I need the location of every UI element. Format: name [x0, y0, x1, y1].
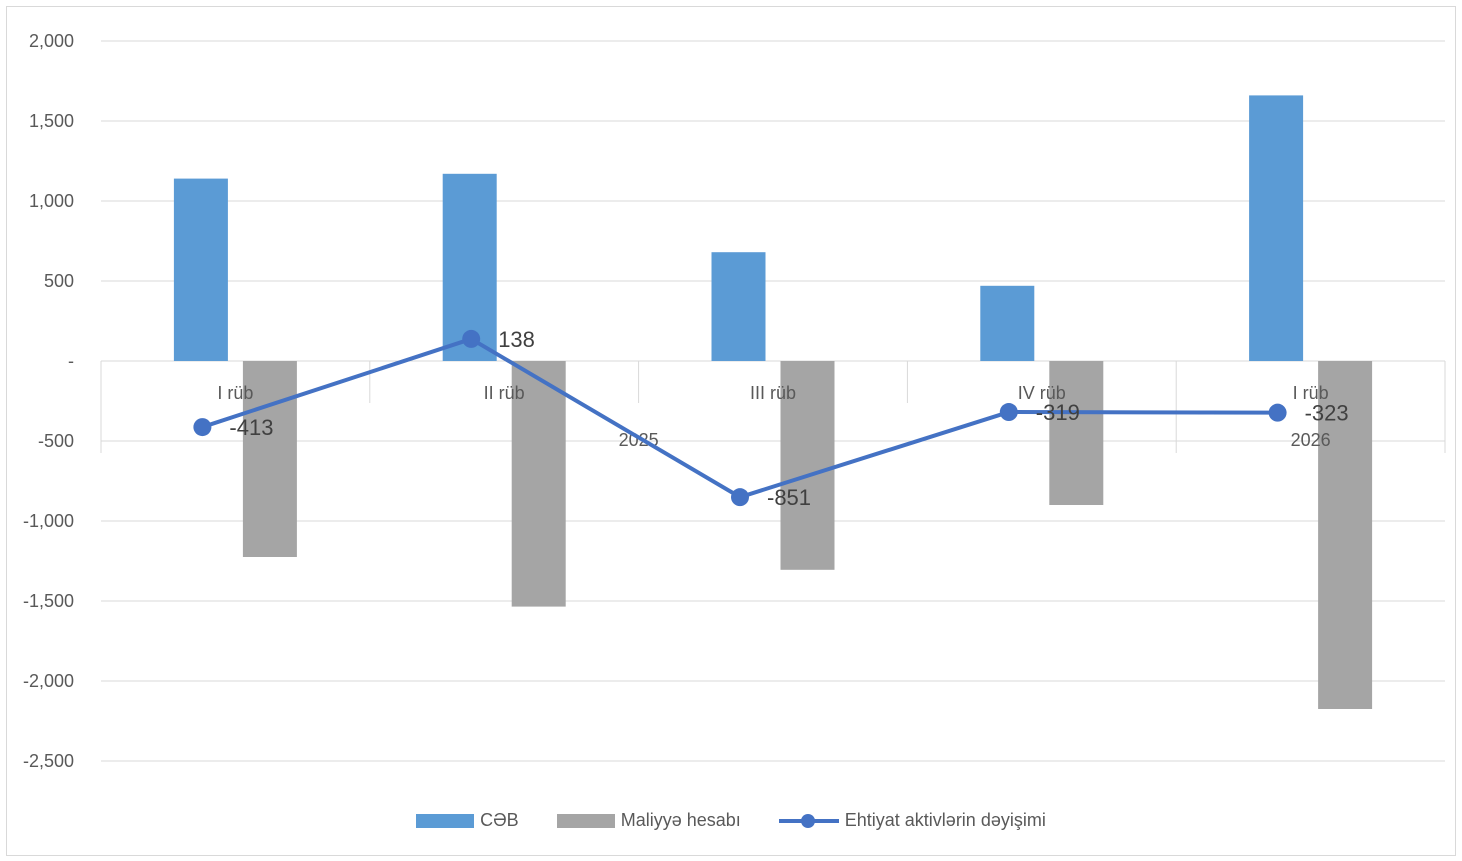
- bar-ceb: [711, 252, 766, 361]
- y-tick-label: -500: [38, 431, 74, 451]
- point-ehtiyat: [193, 418, 212, 437]
- y-tick-label: -: [68, 351, 74, 371]
- x-tick-label: I rüb: [217, 383, 253, 403]
- legend-swatch-ehtiyat: [778, 813, 839, 828]
- point-ehtiyat: [1268, 403, 1287, 422]
- bar-maliyye-hesabi: [1318, 361, 1373, 709]
- y-tick-label: -2,500: [23, 751, 74, 771]
- legend-label-maliyye-hesabi: Maliyyə hesabı: [620, 810, 741, 830]
- y-tick-label: -2,000: [23, 671, 74, 691]
- x-group-label: 2026: [1291, 430, 1331, 450]
- x-tick-label: I rüb: [1293, 383, 1329, 403]
- data-label-ehtiyat: -323: [1305, 401, 1349, 426]
- bar-ceb: [1249, 95, 1304, 362]
- point-ehtiyat: [731, 488, 749, 507]
- y-tick-label: 500: [44, 271, 74, 291]
- point-ehtiyat: [462, 329, 481, 348]
- data-label-ehtiyat: 138: [498, 327, 535, 352]
- x-tick-label: IV rüb: [1018, 383, 1066, 403]
- data-label-ehtiyat: -319: [1036, 400, 1080, 425]
- legend: CƏB Maliyyə hesabı Ehtiyat aktivlərin də…: [0, 810, 1462, 831]
- bar-maliyye-hesabi: [780, 361, 835, 570]
- bar-ceb: [980, 285, 1035, 361]
- data-label-ehtiyat: -851: [767, 485, 811, 510]
- bar-maliyye-hesabi: [511, 361, 566, 607]
- line-ehtiyat: [201, 336, 1278, 500]
- legend-swatch-maliyye-hesabi: [556, 813, 615, 828]
- bar-ceb: [173, 178, 228, 361]
- legend-item-maliyye-hesabi: Maliyyə hesabı: [556, 810, 741, 831]
- legend-label-ehtiyat: Ehtiyat aktivlərin dəyişimi: [844, 810, 1046, 830]
- legend-label-ceb: CƏB: [480, 810, 519, 830]
- y-tick-label: 1,500: [29, 111, 74, 131]
- y-tick-label: 2,000: [29, 31, 74, 51]
- legend-item-ceb: CƏB: [416, 810, 519, 831]
- x-tick-label: III rüb: [750, 383, 796, 403]
- y-tick-label: 1,000: [29, 191, 74, 211]
- legend-swatch-ceb: [416, 813, 475, 828]
- bar-maliyye-hesabi: [1049, 361, 1104, 505]
- y-tick-label: -1,000: [23, 511, 74, 531]
- point-ehtiyat: [999, 403, 1018, 422]
- bar-ceb: [442, 173, 497, 361]
- x-tick-label: II rüb: [484, 383, 525, 403]
- legend-item-ehtiyat: Ehtiyat aktivlərin dəyişimi: [778, 810, 1046, 831]
- data-label-ehtiyat: -413: [229, 415, 273, 440]
- y-tick-label: -1,500: [23, 591, 74, 611]
- bar-maliyye-hesabi: [242, 361, 297, 557]
